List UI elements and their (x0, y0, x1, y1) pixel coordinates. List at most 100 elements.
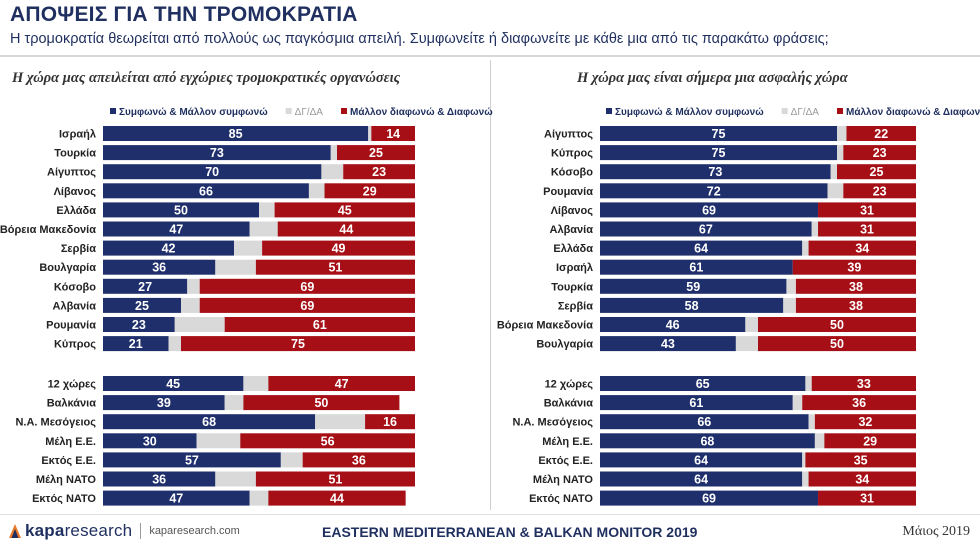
bar-value-label: 50 (314, 396, 328, 410)
bar-segment (805, 452, 916, 468)
bar-segment (758, 336, 916, 352)
bar-segment (277, 221, 415, 237)
bar-segment (600, 414, 809, 430)
bar-value-label: 61 (313, 318, 327, 332)
footer-date: Μάιος 2019 (902, 524, 970, 539)
bar-segment (811, 221, 819, 237)
bar-segment (199, 297, 415, 313)
category-label: Λίβανος (54, 186, 97, 198)
bar-segment (255, 471, 415, 487)
bar-value-label: 51 (328, 261, 342, 275)
bar-segment (103, 297, 181, 313)
bar-segment (103, 395, 225, 411)
bar-segment (846, 126, 916, 141)
bar-segment (103, 164, 322, 180)
bar-value-label: 36 (152, 473, 166, 487)
bar-segment (103, 490, 250, 506)
bar-segment (103, 452, 281, 468)
bar-segment (600, 490, 819, 506)
legend-label: Μάλλον διαφωνώ & Διαφωνώ (846, 107, 980, 118)
bar-segment (818, 221, 916, 237)
bar-value-label: 69 (702, 492, 716, 506)
category-label: Σερβία (61, 243, 96, 255)
category-label: 12 χώρες (545, 379, 594, 391)
bar-value-label: 32 (858, 415, 872, 429)
bar-value-label: 69 (300, 299, 314, 313)
bar-value-label: 58 (685, 299, 699, 313)
bar-segment (321, 164, 344, 180)
legend-swatch (285, 108, 292, 114)
bar-segment (600, 336, 736, 352)
category-label: Βόρεια Μακεδονία (0, 224, 96, 236)
bar-value-label: 45 (166, 377, 180, 391)
bar-segment (103, 183, 309, 199)
bar-value-label: 39 (157, 396, 171, 410)
bar-segment (103, 414, 316, 430)
category-label: Εκτός ΝΑΤΟ (32, 493, 96, 505)
bar-value-label: 31 (860, 492, 874, 506)
category-label: Βαλκάνια (544, 398, 594, 410)
category-label: Αίγυπτος (47, 167, 96, 179)
bar-value-label: 61 (689, 261, 703, 275)
category-label: Κύπρος (551, 148, 593, 160)
bar-segment (600, 145, 837, 161)
bar-segment (103, 317, 175, 332)
bar-value-label: 22 (874, 127, 888, 141)
bar-segment (234, 240, 263, 256)
bar-value-label: 72 (707, 184, 721, 198)
bar-segment (802, 395, 916, 411)
bar-value-label: 64 (694, 473, 708, 487)
category-label: Ελλάδα (56, 205, 96, 217)
category-label: Εκτός ΝΑΤΟ (529, 493, 593, 505)
footer-report-title: EASTERN MEDITERRANEAN & BALKAN MONITOR 2… (322, 524, 698, 540)
bar-segment (368, 126, 372, 141)
page-title: ΑΠΟΨΕΙΣ ΓΙΑ ΤΗΝ ΤΡΟΜΟΚΡΑΤΙΑ (10, 3, 358, 26)
bar-value-label: 61 (689, 396, 703, 410)
logo-separator (140, 523, 142, 539)
footer-logo: kaparesearch kaparesearch.com (8, 519, 240, 543)
bar-value-label: 49 (332, 242, 346, 256)
bar-segment (843, 183, 916, 199)
bar-segment (103, 259, 216, 275)
bar-value-label: 66 (697, 415, 711, 429)
legend-swatch (836, 108, 843, 114)
bar-segment (371, 126, 415, 141)
category-label: Βαλκάνια (47, 398, 97, 410)
bar-segment (830, 164, 837, 180)
bar-segment (795, 297, 916, 313)
bar-value-label: 50 (830, 337, 844, 351)
bar-segment (600, 164, 831, 180)
bar-segment (103, 240, 235, 256)
category-label: Κόσοβο (54, 281, 96, 293)
bar-segment (224, 317, 415, 332)
bar-value-label: 34 (855, 473, 869, 487)
category-label: Βουλγαρία (39, 262, 96, 274)
bar-segment (600, 317, 746, 332)
bar-segment (103, 433, 197, 449)
bar-segment (783, 297, 796, 313)
bar-segment (837, 145, 844, 161)
bar-value-label: 25 (135, 299, 149, 313)
bar-value-label: 21 (129, 337, 143, 351)
bar-segment (837, 164, 916, 180)
page-subtitle: Η τρομοκρατία θεωρείται από πολλούς ως π… (10, 31, 829, 47)
bar-value-label: 23 (873, 146, 887, 160)
bar-segment (735, 336, 758, 352)
bar-segment (259, 202, 275, 218)
bar-value-label: 45 (338, 203, 352, 217)
bar-segment (365, 414, 415, 430)
footer-divider (0, 514, 980, 515)
bar-value-label: 50 (830, 318, 844, 332)
bar-segment (103, 145, 331, 161)
bar-value-label: 33 (857, 377, 871, 391)
bar-segment (255, 259, 415, 275)
bar-value-label: 64 (694, 242, 708, 256)
bar-segment (243, 395, 400, 411)
category-label: Κόσοβο (551, 167, 593, 179)
bar-value-label: 85 (229, 127, 243, 141)
category-label: Μέλη Ε.Ε. (45, 436, 96, 448)
legend-label: ΔΓ/ΔΑ (791, 107, 820, 118)
bar-value-label: 25 (870, 165, 884, 179)
category-label: Λίβανος (551, 205, 594, 217)
bar-value-label: 57 (185, 453, 199, 467)
